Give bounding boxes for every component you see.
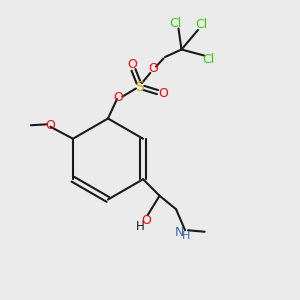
Text: O: O (141, 214, 151, 227)
Text: O: O (159, 86, 168, 100)
Text: O: O (148, 62, 158, 76)
Text: O: O (114, 91, 123, 104)
Text: O: O (127, 58, 137, 71)
Text: H: H (135, 220, 144, 232)
Text: Cl: Cl (195, 18, 207, 31)
Text: Cl: Cl (169, 16, 181, 30)
Text: S: S (135, 80, 144, 94)
Text: Cl: Cl (202, 52, 214, 66)
Text: O: O (46, 119, 56, 132)
Text: N: N (175, 226, 184, 238)
Text: H: H (182, 231, 190, 241)
